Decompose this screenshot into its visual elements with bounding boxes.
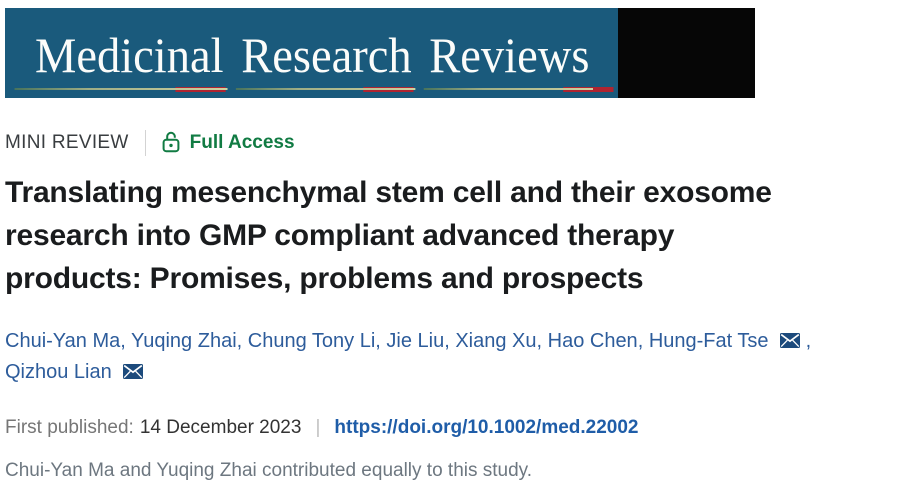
- page-title: Translating mesenchymal stem cell and th…: [5, 171, 903, 300]
- email-envelope-icon[interactable]: [123, 358, 144, 388]
- divider: |: [315, 417, 321, 438]
- first-published-label: First published:: [5, 417, 134, 438]
- author-separator: ,: [536, 330, 548, 352]
- access-status-badge: Full Access: [189, 132, 295, 153]
- author-list: Chui-Yan Ma, Yuqing Zhai, Chung Tony Li,…: [5, 326, 903, 388]
- journal-title: Medicinal Research Reviews: [14, 27, 614, 92]
- divider: [144, 130, 146, 156]
- title-line: Translating mesenchymal stem cell and th…: [5, 176, 772, 209]
- author-separator: ,: [120, 330, 131, 352]
- author-link[interactable]: Chui-Yan Ma: [5, 330, 121, 352]
- open-lock-icon: [161, 130, 181, 158]
- author-separator: ,: [805, 330, 812, 352]
- doi-link[interactable]: https://doi.org/10.1002/med.22002: [334, 417, 639, 438]
- email-envelope-icon[interactable]: [780, 327, 801, 357]
- red-accent-bar: [363, 87, 414, 92]
- journal-banner[interactable]: Medicinal Research Reviews: [5, 8, 755, 98]
- publication-date: 14 December 2023: [139, 417, 302, 438]
- red-accent-bar: [175, 87, 226, 92]
- author-link[interactable]: Xiang Xu: [455, 330, 537, 352]
- red-accent-bar: [563, 87, 614, 92]
- banner-black-block: [618, 8, 755, 98]
- title-line: research into GMP compliant advanced the…: [5, 219, 675, 252]
- author-link[interactable]: Chung Tony Li: [247, 330, 376, 352]
- author-link[interactable]: Hung-Fat Tse: [648, 330, 769, 352]
- journal-word-text: Research: [241, 27, 412, 83]
- article-type-label: MINI REVIEW: [5, 132, 129, 153]
- author-separator: ,: [637, 330, 649, 352]
- article-header: MINI REVIEW Full Access Translating mese…: [5, 128, 903, 482]
- author-link[interactable]: Hao Chen: [547, 330, 638, 352]
- journal-word: Reviews: [423, 27, 614, 92]
- journal-word: Research: [235, 27, 416, 92]
- contribution-note: Chui-Yan Ma and Yuqing Zhai contributed …: [5, 460, 533, 481]
- author-link[interactable]: Yuqing Zhai: [131, 330, 237, 352]
- journal-logo-background: Medicinal Research Reviews: [5, 8, 618, 98]
- author-link[interactable]: Qizhou Lian: [5, 361, 112, 383]
- author-link[interactable]: Jie Liu: [386, 330, 445, 352]
- meta-bar: MINI REVIEW Full Access: [5, 128, 903, 158]
- journal-word-text: Reviews: [429, 27, 590, 83]
- journal-word: Medicinal: [14, 27, 227, 92]
- author-separator: ,: [236, 330, 248, 352]
- author-separator: ,: [444, 330, 456, 352]
- journal-word-text: Medicinal: [35, 27, 224, 83]
- author-separator: ,: [375, 330, 387, 352]
- title-line: products: Promises, problems and prospec…: [5, 262, 644, 295]
- publication-info: First published: 14 December 2023 | http…: [5, 417, 903, 439]
